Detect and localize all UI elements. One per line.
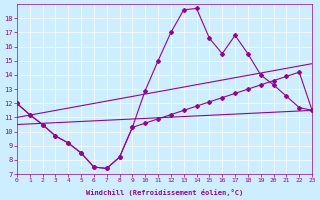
- X-axis label: Windchill (Refroidissement éolien,°C): Windchill (Refroidissement éolien,°C): [86, 189, 243, 196]
